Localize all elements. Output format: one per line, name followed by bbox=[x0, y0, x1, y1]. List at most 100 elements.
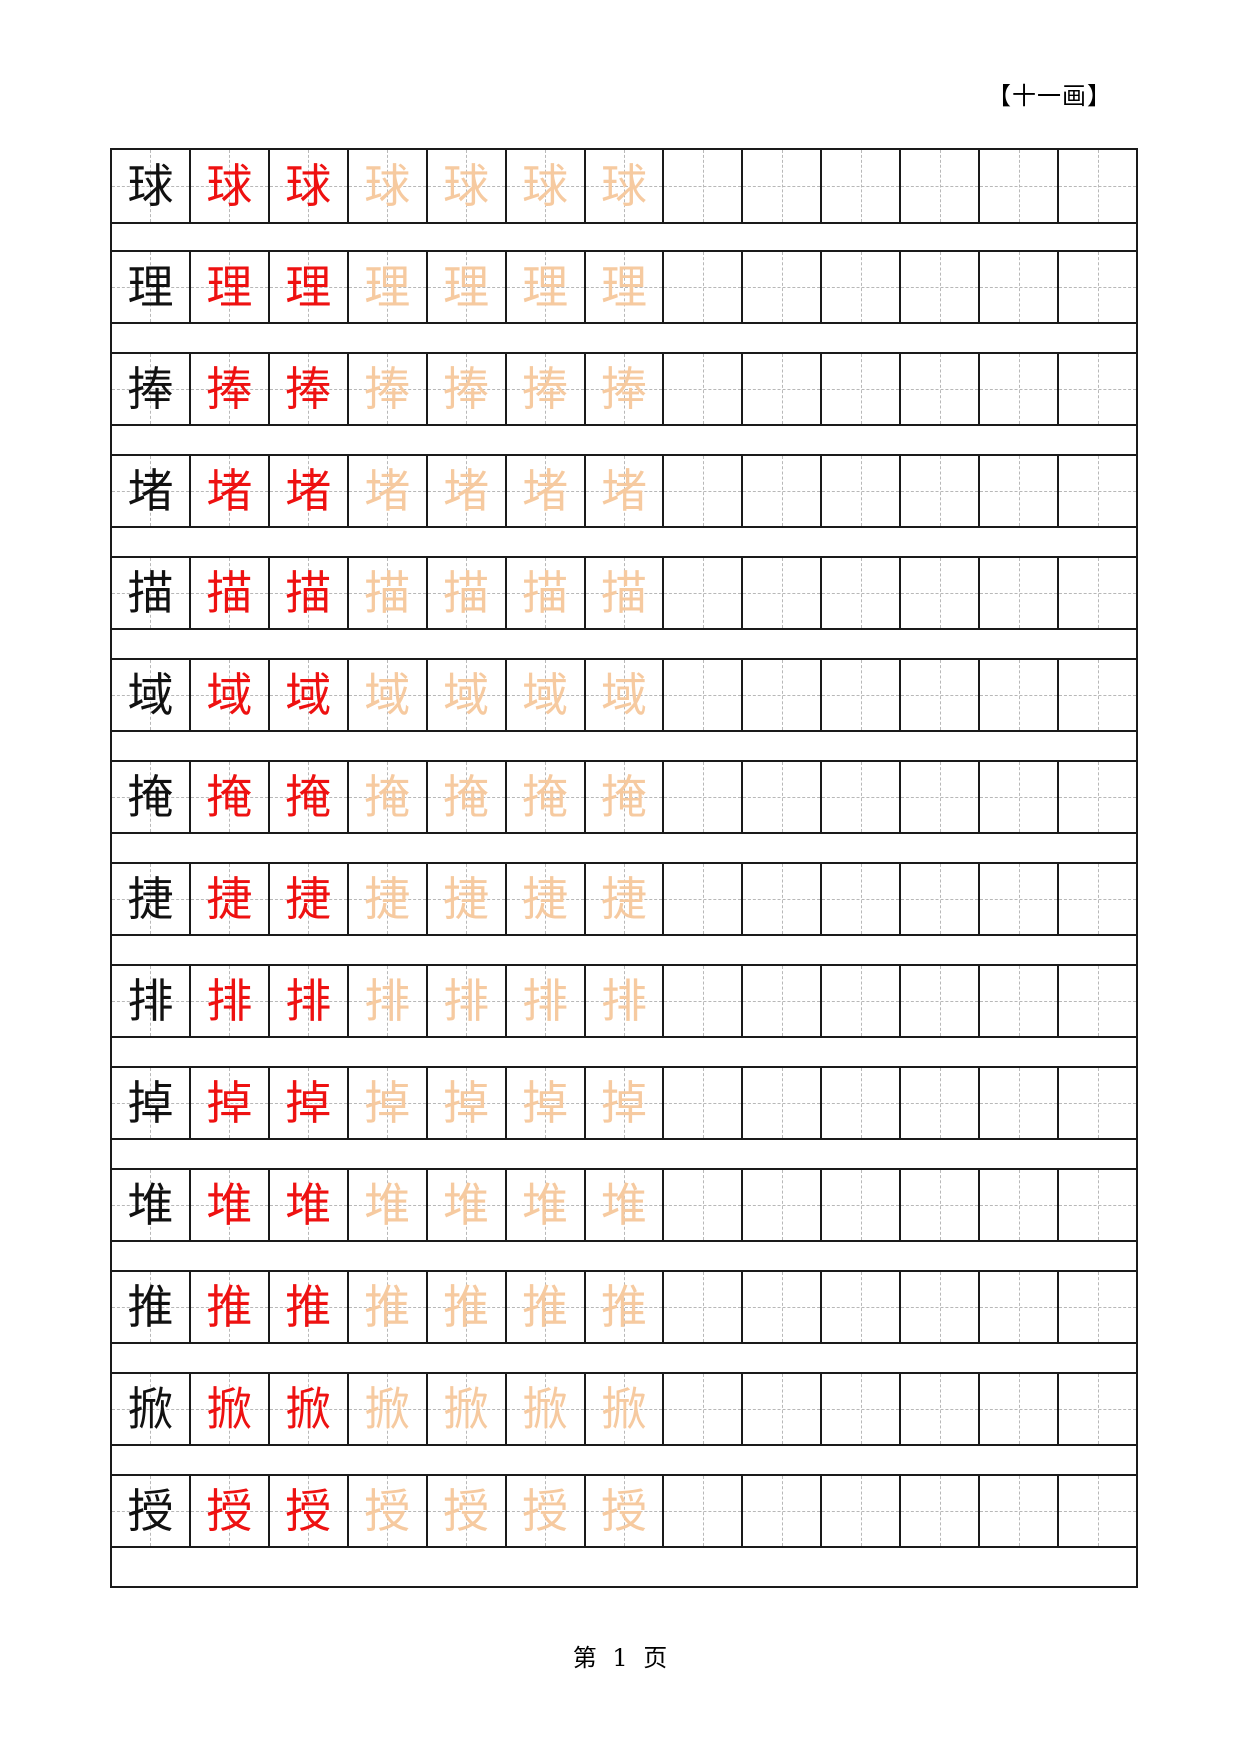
trace-character: 捷 bbox=[522, 872, 569, 926]
grid-cell bbox=[664, 558, 744, 628]
trace-character: 推 bbox=[522, 1280, 569, 1334]
trace-character: 域 bbox=[522, 668, 569, 722]
grid-cell bbox=[1059, 354, 1136, 424]
grid-cell: 掀 bbox=[269, 1374, 349, 1444]
grid-cell bbox=[822, 150, 902, 222]
grid-cell: 堆 bbox=[348, 1170, 428, 1240]
grid-cell bbox=[743, 966, 823, 1036]
trace-character: 捧 bbox=[443, 362, 490, 416]
grid-cell bbox=[664, 1068, 744, 1138]
grid-cell: 描 bbox=[506, 558, 586, 628]
trace-character: 掀 bbox=[522, 1382, 569, 1436]
trace-character: 球 bbox=[443, 159, 490, 213]
grid-cell bbox=[901, 252, 981, 322]
grid-cell bbox=[743, 150, 823, 222]
trace-character: 域 bbox=[364, 668, 411, 722]
red-example-character: 球 bbox=[285, 159, 332, 213]
page-footer: 第 1 页 bbox=[0, 1638, 1240, 1673]
practice-grid: 球球球球球球球理理理理理理理捧捧捧捧捧捧捧堵堵堵堵堵堵堵描描描描描描描域域域域域… bbox=[110, 148, 1138, 1588]
grid-cell bbox=[743, 1476, 823, 1546]
grid-cell bbox=[822, 864, 902, 934]
grid-cell bbox=[822, 456, 902, 526]
trace-character: 掀 bbox=[600, 1382, 647, 1436]
grid-cell: 域 bbox=[112, 660, 191, 730]
grid-cell bbox=[901, 864, 981, 934]
trace-character: 捧 bbox=[522, 362, 569, 416]
trace-character: 捧 bbox=[600, 362, 647, 416]
grid-cell: 掀 bbox=[348, 1374, 428, 1444]
grid-cell: 堆 bbox=[269, 1170, 349, 1240]
trace-character: 理 bbox=[364, 260, 411, 314]
grid-cell bbox=[980, 150, 1060, 222]
grid-cell bbox=[901, 456, 981, 526]
grid-cell: 理 bbox=[269, 252, 349, 322]
grid-cell bbox=[901, 150, 981, 222]
grid-cell bbox=[980, 1170, 1060, 1240]
red-example-character: 捷 bbox=[285, 872, 332, 926]
red-example-character: 域 bbox=[285, 668, 332, 722]
practice-row: 授授授授授授授 bbox=[112, 1474, 1136, 1548]
grid-cell: 捧 bbox=[190, 354, 270, 424]
grid-cell bbox=[980, 1068, 1060, 1138]
grid-cell: 掉 bbox=[585, 1068, 665, 1138]
grid-cell bbox=[901, 660, 981, 730]
trace-character: 堆 bbox=[522, 1178, 569, 1232]
grid-cell: 球 bbox=[506, 150, 586, 222]
grid-cell: 堆 bbox=[190, 1170, 270, 1240]
grid-cell bbox=[664, 864, 744, 934]
red-example-character: 堆 bbox=[206, 1178, 253, 1232]
grid-cell: 描 bbox=[348, 558, 428, 628]
grid-cell bbox=[901, 1272, 981, 1342]
grid-cell: 排 bbox=[348, 966, 428, 1036]
grid-cell: 授 bbox=[427, 1476, 507, 1546]
model-character: 掉 bbox=[127, 1076, 174, 1130]
grid-cell: 掉 bbox=[112, 1068, 191, 1138]
red-example-character: 排 bbox=[285, 974, 332, 1028]
grid-cell bbox=[664, 1272, 744, 1342]
grid-cell bbox=[901, 1476, 981, 1546]
grid-cell bbox=[1059, 1170, 1136, 1240]
practice-row: 堵堵堵堵堵堵堵 bbox=[112, 454, 1136, 528]
practice-row: 描描描描描描描 bbox=[112, 556, 1136, 630]
trace-character: 掩 bbox=[443, 770, 490, 824]
grid-cell: 域 bbox=[427, 660, 507, 730]
practice-row: 排排排排排排排 bbox=[112, 964, 1136, 1038]
grid-cell: 掩 bbox=[190, 762, 270, 832]
grid-cell: 掀 bbox=[585, 1374, 665, 1444]
red-example-character: 掩 bbox=[285, 770, 332, 824]
grid-cell: 理 bbox=[190, 252, 270, 322]
trace-character: 掀 bbox=[443, 1382, 490, 1436]
red-example-character: 掀 bbox=[285, 1382, 332, 1436]
red-example-character: 掀 bbox=[206, 1382, 253, 1436]
trace-character: 堵 bbox=[600, 464, 647, 518]
grid-cell: 堵 bbox=[348, 456, 428, 526]
grid-cell bbox=[901, 558, 981, 628]
grid-cell: 堵 bbox=[269, 456, 349, 526]
grid-cell bbox=[1059, 864, 1136, 934]
red-example-character: 推 bbox=[206, 1280, 253, 1334]
grid-cell: 捷 bbox=[190, 864, 270, 934]
red-example-character: 描 bbox=[285, 566, 332, 620]
trace-character: 堵 bbox=[522, 464, 569, 518]
grid-cell: 描 bbox=[427, 558, 507, 628]
grid-cell: 排 bbox=[585, 966, 665, 1036]
grid-cell bbox=[664, 1374, 744, 1444]
grid-cell: 捧 bbox=[585, 354, 665, 424]
grid-cell: 授 bbox=[190, 1476, 270, 1546]
trace-character: 排 bbox=[364, 974, 411, 1028]
trace-character: 描 bbox=[364, 566, 411, 620]
grid-cell bbox=[822, 966, 902, 1036]
grid-cell bbox=[822, 252, 902, 322]
red-example-character: 域 bbox=[206, 668, 253, 722]
grid-cell bbox=[980, 762, 1060, 832]
grid-cell: 掩 bbox=[112, 762, 191, 832]
grid-cell: 掉 bbox=[427, 1068, 507, 1138]
model-character: 排 bbox=[127, 974, 174, 1028]
grid-cell: 掀 bbox=[190, 1374, 270, 1444]
grid-cell: 堆 bbox=[112, 1170, 191, 1240]
grid-cell bbox=[980, 252, 1060, 322]
grid-cell bbox=[743, 1374, 823, 1444]
model-character: 推 bbox=[127, 1280, 174, 1334]
grid-cell bbox=[822, 1170, 902, 1240]
grid-cell bbox=[1059, 558, 1136, 628]
